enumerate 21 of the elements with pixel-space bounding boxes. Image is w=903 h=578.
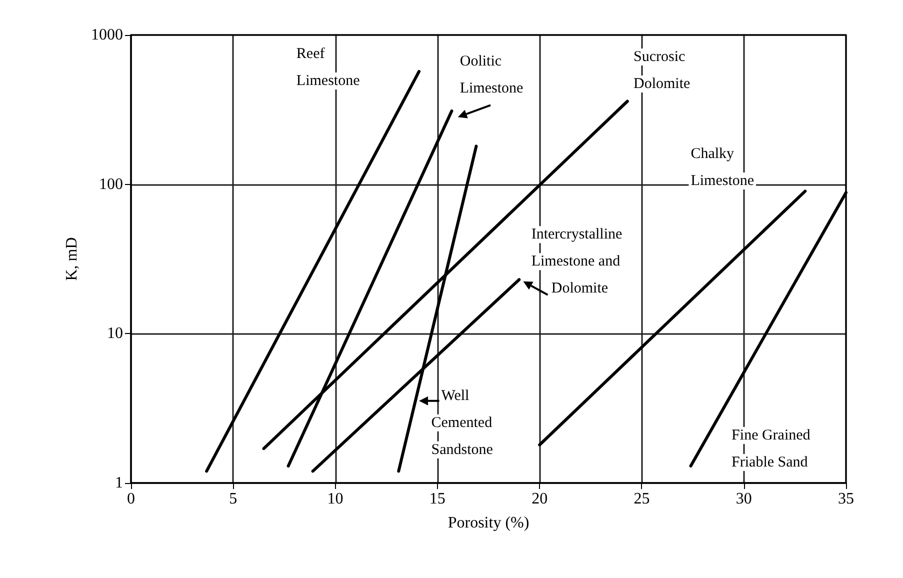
y-tick-label: 1 [115,474,123,492]
series-label: Fine Grained Friable Sand [732,428,811,470]
y-axis-title: K, mD [64,237,81,281]
x-tick-label: 20 [532,490,548,508]
text: Reef Limestone [296,46,360,89]
text: Chalky Limestone [690,146,754,190]
series-label: Intercrystalline Limestone and Dolomite [531,226,622,297]
x-tick-label: 15 [429,490,446,508]
x-tick-label: 5 [229,490,238,508]
series-label: Sucrosic Dolomite [634,48,690,92]
x-tick-label: 30 [736,490,752,508]
x-tick-label: 25 [634,490,650,508]
series-label: Oolitic Limestone [460,53,524,96]
legend-label: Well Cemented Sandstone [431,388,494,458]
y-tick-label: 1000 [91,26,123,44]
x-tick-label: 10 [327,490,344,508]
y-tick-label: 10 [107,325,123,342]
x-axis-title: Porosity (%) [448,514,530,532]
x-tick-label: 0 [127,490,135,508]
x-tick-label: 35 [838,490,854,508]
y-tick-label: 100 [99,176,123,193]
